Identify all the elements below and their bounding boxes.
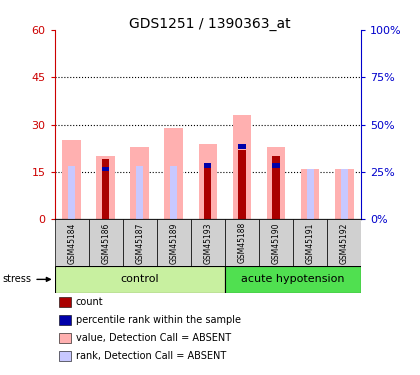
- Text: GDS1251 / 1390363_at: GDS1251 / 1390363_at: [129, 17, 291, 31]
- Bar: [233, 115, 251, 219]
- Bar: [205, 163, 211, 219]
- Bar: [89, 219, 123, 266]
- Bar: [62, 141, 81, 219]
- Text: value, Detection Call = ABSENT: value, Detection Call = ABSENT: [76, 333, 231, 343]
- Bar: [327, 219, 361, 266]
- Bar: [267, 147, 286, 219]
- Bar: [335, 169, 354, 219]
- Text: stress: stress: [2, 274, 31, 284]
- Bar: [68, 166, 75, 219]
- Text: GSM45193: GSM45193: [203, 222, 213, 264]
- Text: acute hypotension: acute hypotension: [241, 274, 345, 284]
- Bar: [102, 166, 109, 171]
- Bar: [123, 219, 157, 266]
- Text: GSM45189: GSM45189: [169, 222, 178, 264]
- Bar: [239, 144, 246, 149]
- Bar: [165, 128, 183, 219]
- Text: GSM45191: GSM45191: [306, 222, 315, 264]
- Bar: [55, 266, 225, 292]
- Bar: [55, 219, 89, 266]
- Text: count: count: [76, 297, 103, 307]
- Bar: [225, 219, 259, 266]
- Text: GSM45188: GSM45188: [237, 222, 247, 263]
- Bar: [307, 169, 314, 219]
- Bar: [273, 166, 280, 219]
- Bar: [170, 166, 177, 219]
- Bar: [273, 156, 280, 219]
- Bar: [102, 159, 109, 219]
- Text: GSM45184: GSM45184: [67, 222, 76, 264]
- Bar: [191, 219, 225, 266]
- Bar: [225, 266, 361, 292]
- Text: GSM45192: GSM45192: [340, 222, 349, 264]
- Bar: [199, 144, 217, 219]
- Text: GSM45186: GSM45186: [101, 222, 110, 264]
- Bar: [205, 166, 211, 219]
- Bar: [205, 164, 211, 168]
- Bar: [293, 219, 327, 266]
- Bar: [130, 147, 149, 219]
- Bar: [259, 219, 293, 266]
- Bar: [157, 219, 191, 266]
- Bar: [96, 156, 115, 219]
- Text: rank, Detection Call = ABSENT: rank, Detection Call = ABSENT: [76, 351, 226, 361]
- Bar: [341, 169, 348, 219]
- Text: GSM45190: GSM45190: [272, 222, 281, 264]
- Text: percentile rank within the sample: percentile rank within the sample: [76, 315, 241, 325]
- Text: GSM45187: GSM45187: [135, 222, 144, 264]
- Bar: [239, 150, 246, 219]
- Bar: [136, 166, 143, 219]
- Bar: [273, 164, 280, 168]
- Bar: [301, 169, 320, 219]
- Text: control: control: [121, 274, 159, 284]
